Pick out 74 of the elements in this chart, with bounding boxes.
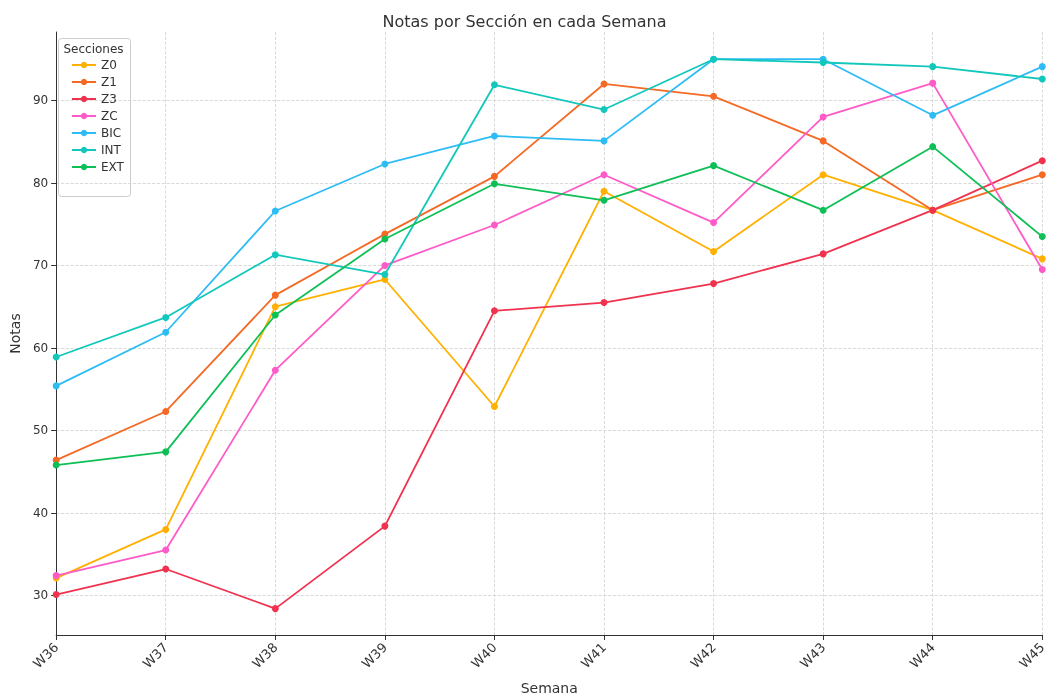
point — [710, 219, 718, 227]
point — [1038, 233, 1046, 241]
point — [600, 106, 608, 114]
y-axis-title: Notas — [7, 313, 23, 354]
point — [381, 271, 389, 279]
point — [710, 92, 718, 100]
point — [600, 171, 608, 179]
point — [271, 251, 279, 259]
point — [929, 111, 937, 119]
chart-title: Notas por Sección en cada Semana — [382, 11, 667, 31]
point — [819, 250, 827, 258]
point — [819, 137, 827, 145]
legend-label: EXT — [101, 160, 125, 174]
point — [52, 461, 60, 469]
point — [162, 407, 170, 415]
point — [162, 328, 170, 336]
point — [52, 382, 60, 390]
point — [600, 187, 608, 195]
legend-label: INT — [101, 143, 122, 157]
point — [490, 307, 498, 315]
point — [381, 235, 389, 243]
point — [819, 171, 827, 179]
point — [52, 591, 60, 599]
point — [271, 605, 279, 613]
legend-title: Secciones — [63, 41, 124, 56]
point — [710, 247, 718, 255]
point — [710, 280, 718, 288]
point — [710, 162, 718, 170]
point — [271, 366, 279, 374]
point — [819, 206, 827, 214]
point — [819, 113, 827, 121]
point — [600, 196, 608, 204]
y-tick-label: 80 — [32, 175, 49, 190]
point — [162, 313, 170, 321]
point — [1038, 266, 1046, 274]
point — [490, 403, 498, 410]
point — [271, 207, 279, 215]
point — [490, 180, 498, 188]
y-tick-label: 60 — [32, 340, 49, 355]
point — [271, 303, 279, 311]
point — [271, 311, 279, 319]
point — [490, 172, 498, 180]
point — [1038, 171, 1046, 179]
point — [1038, 75, 1046, 83]
point — [162, 448, 170, 456]
point — [1038, 63, 1046, 71]
point — [162, 565, 170, 573]
legend-label: Z1 — [101, 75, 117, 89]
y-tick-label: 50 — [32, 423, 49, 438]
x-axis-title: Semana — [520, 680, 578, 696]
point — [271, 291, 279, 299]
point — [929, 143, 937, 151]
point — [929, 79, 937, 87]
point — [1038, 157, 1046, 165]
point — [381, 160, 389, 168]
point — [381, 261, 389, 269]
legend-label: Z3 — [101, 92, 117, 106]
point — [490, 81, 498, 89]
point — [929, 63, 937, 71]
y-tick-label: 70 — [32, 258, 49, 273]
legend-label: BIC — [101, 126, 122, 140]
y-tick-label: 90 — [32, 93, 49, 108]
y-tick-label: 40 — [32, 505, 49, 520]
point — [1038, 255, 1046, 263]
legend-label: Z0 — [101, 58, 117, 72]
point — [600, 299, 608, 307]
point — [381, 522, 389, 530]
y-tick-label: 30 — [32, 588, 49, 603]
point — [162, 525, 170, 533]
point — [490, 132, 498, 140]
point — [819, 59, 827, 67]
point — [162, 546, 170, 554]
point — [490, 221, 498, 229]
legend-label: ZC — [101, 109, 118, 123]
